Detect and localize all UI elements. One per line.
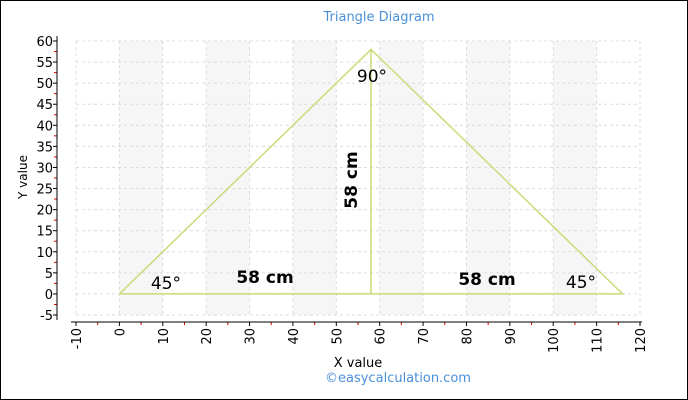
annotation: 45° [151, 274, 181, 294]
grid-band [292, 41, 337, 315]
x-tick-label: 0 [113, 328, 128, 336]
y-tick-label: 30 [36, 161, 53, 176]
x-tick-label: 10 [157, 328, 172, 345]
x-tick-label: 60 [374, 328, 389, 345]
y-tick-label: 10 [36, 246, 53, 261]
x-axis-label: X value [334, 356, 383, 371]
y-tick-label: 25 [36, 183, 53, 198]
annotation: 90° [357, 67, 387, 87]
x-tick-label: 20 [200, 328, 215, 345]
x-tick-label: -10 [70, 328, 85, 349]
x-tick-label: 70 [417, 328, 432, 345]
y-tick-label: 50 [36, 77, 53, 92]
y-tick-label: 45 [36, 98, 53, 113]
x-tick-label: 100 [547, 328, 562, 353]
x-tick-label: 40 [287, 328, 302, 345]
annotation: 58 cm [458, 270, 515, 290]
x-tick-label: 90 [504, 328, 519, 345]
x-tick-label: 80 [460, 328, 475, 345]
y-tick-label: 0 [45, 288, 53, 303]
x-tick-label: 110 [591, 328, 606, 353]
x-tick-label: 30 [244, 328, 259, 345]
grid-band [206, 41, 250, 315]
x-tick-label: 120 [634, 328, 649, 353]
y-tick-label: 15 [36, 225, 53, 240]
y-tick-label: 35 [36, 140, 53, 155]
y-tick-label: -5 [40, 309, 53, 324]
grid-band [379, 41, 424, 315]
annotation: 58 cm [236, 268, 293, 288]
y-axis-label: Y value [16, 155, 30, 200]
annotation: 45° [566, 273, 596, 293]
y-tick-label: 20 [36, 204, 53, 219]
x-tick-label: 50 [330, 328, 345, 345]
y-tick-label: 5 [45, 267, 53, 282]
grid-band [553, 41, 597, 315]
y-tick-label: 55 [36, 56, 53, 71]
footer: ©easycalculation.com [325, 371, 471, 386]
annotation: 58 cm [342, 151, 362, 208]
y-tick-label: 60 [36, 35, 53, 50]
chart-title: Triangle Diagram [322, 10, 434, 25]
grid-band [119, 41, 163, 315]
y-tick-label: 40 [36, 119, 53, 134]
